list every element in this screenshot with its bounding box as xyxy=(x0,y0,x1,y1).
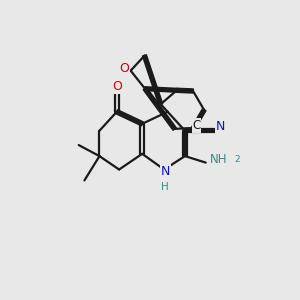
Text: C: C xyxy=(192,119,201,132)
Text: N: N xyxy=(160,165,170,178)
Text: H: H xyxy=(161,182,169,191)
Text: O: O xyxy=(112,80,122,93)
Text: NH: NH xyxy=(210,153,227,166)
Text: 2: 2 xyxy=(234,155,239,164)
Text: N: N xyxy=(215,120,225,133)
Text: O: O xyxy=(119,62,129,75)
